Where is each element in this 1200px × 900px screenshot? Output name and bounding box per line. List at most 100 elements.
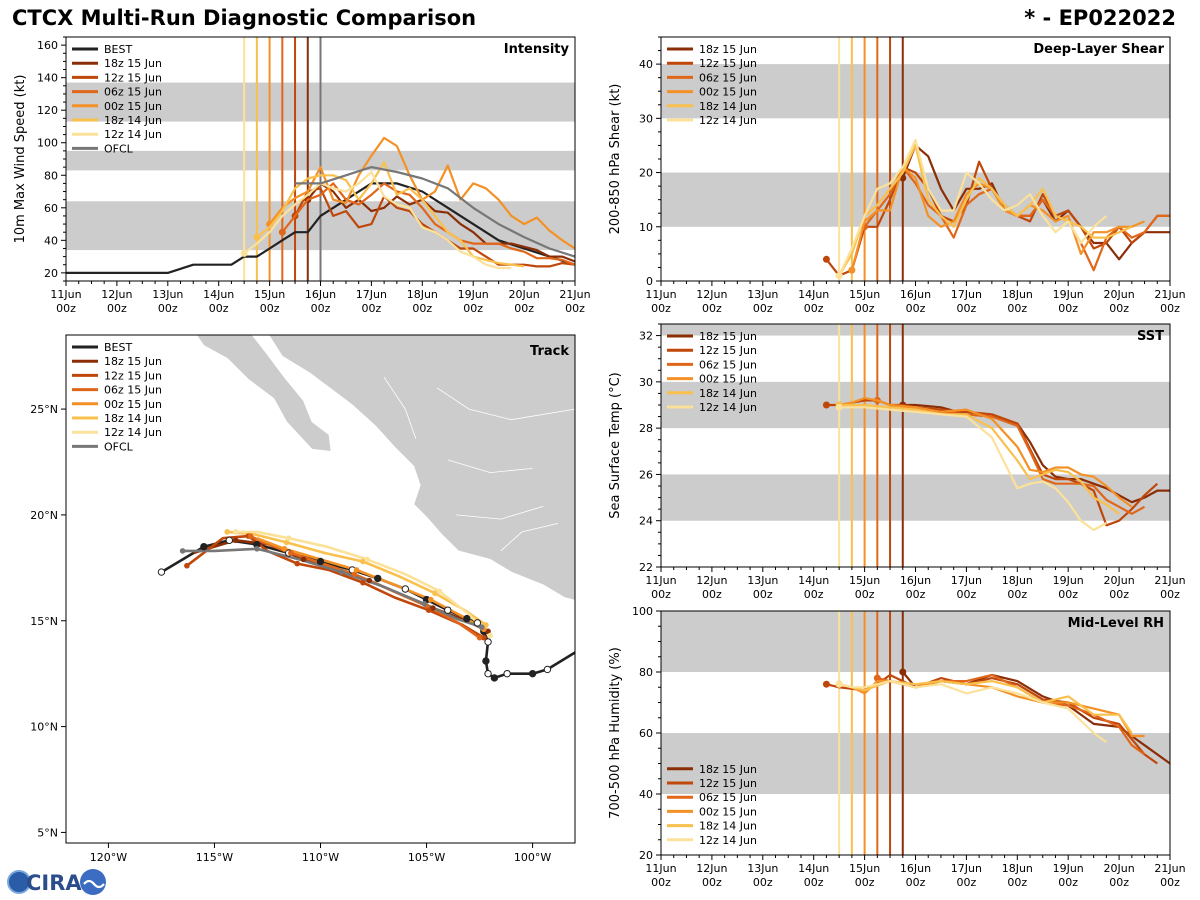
sst-xtick-hour: 00z (702, 588, 722, 601)
shear-xtick-day: 21Jun (1154, 288, 1185, 301)
intensity-start-point-18z-14-jun (253, 233, 261, 241)
state-border-1 (447, 459, 533, 474)
intensity-xtick-hour: 00z (158, 302, 178, 315)
legend-label-ofcl: OFCL (104, 440, 134, 453)
track-point-12z-14-jun (232, 529, 239, 535)
shear-xtick-day: 18Jun (1002, 288, 1033, 301)
shear-start-point-12z-15-jun (822, 255, 830, 263)
sst-xtick-hour: 00z (804, 588, 824, 601)
intensity-start-point-12z-14-jun (240, 249, 248, 257)
legend-label-12z-15-jun: 12z 15 Jun (699, 777, 757, 790)
sst-ytick-label: 32 (639, 330, 653, 343)
legend-label-18z-15-jun: 18z 15 Jun (104, 355, 162, 368)
track-point-18z-15-jun (300, 556, 307, 563)
shear-xtick-hour: 00z (957, 302, 977, 315)
rh-ytick-label: 100 (632, 605, 653, 618)
intensity-xtick-day: 18Jun (407, 288, 438, 301)
sst-xtick-day: 12Jun (696, 574, 727, 587)
sst-xtick-hour: 00z (1109, 588, 1129, 601)
rh-panel-label: Mid-Level RH (1068, 616, 1164, 631)
legend-label-06z-15-jun: 06z 15 Jun (699, 71, 757, 84)
sst-panel-label: SST (1137, 329, 1164, 344)
track-point-12z-15-jun (481, 634, 487, 641)
intensity-ytick-label: 40 (44, 234, 58, 247)
intensity-xtick-hour: 00z (514, 302, 534, 315)
rh-xtick-hour: 00z (855, 876, 875, 889)
rh-xtick-day: 19Jun (1053, 862, 1084, 875)
track-xtick-label: 105°W (408, 851, 445, 864)
rh-xtick-hour: 00z (906, 876, 926, 889)
shear-xtick-hour: 00z (804, 302, 824, 315)
best-track-point (484, 669, 492, 678)
sst-xtick-day: 16Jun (900, 574, 931, 587)
intensity-series-best (66, 182, 576, 274)
shear-xtick-hour: 00z (1058, 302, 1078, 315)
sst-xtick-day: 20Jun (1104, 574, 1135, 587)
shear-xtick-day: 20Jun (1104, 288, 1135, 301)
shear-xtick-hour: 00z (1160, 302, 1180, 315)
track-point-18z-14-jun (432, 590, 438, 597)
rh-xtick-hour: 00z (1160, 876, 1180, 889)
rh-start-point-12z-14-jun (835, 680, 843, 688)
legend-label-06z-15-jun: 06z 15 Jun (104, 384, 162, 397)
track-point-18z-15-jun (430, 605, 436, 611)
mainland-landmass (268, 335, 575, 601)
shear-ylabel: 200-850 hPa Shear (kt) (608, 84, 623, 235)
shear-start-point-12z-14-jun (835, 272, 843, 280)
track-ytick-label: 5°N (37, 826, 58, 839)
sst-xtick-day: 13Jun (747, 574, 778, 587)
intensity-series-18z-15-jun (306, 182, 576, 263)
track-panel-label: Track (530, 344, 569, 359)
intensity-xtick-hour: 00z (311, 302, 331, 315)
legend-label-00z-15-jun: 00z 15 Jun (104, 100, 162, 113)
legend-label-best: BEST (104, 43, 132, 56)
shear-xtick-hour: 00z (855, 302, 875, 315)
track-xtick-label: 100°W (514, 851, 551, 864)
track-point-12z-14-jun (487, 632, 493, 639)
best-track-point (543, 665, 552, 674)
track-point-12z-14-jun (436, 588, 443, 594)
best-track-point (444, 606, 452, 614)
rh-band-1 (661, 611, 1170, 672)
intensity-xtick-hour: 00z (412, 302, 432, 315)
sst-ylabel: Sea Surface Temp (°C) (608, 372, 623, 519)
rh-xtick-hour: 00z (804, 876, 824, 889)
sst-band-2 (661, 324, 1170, 336)
state-border-2 (456, 506, 544, 520)
shear-ytick-label: 20 (639, 167, 653, 180)
intensity-ytick-label: 160 (37, 39, 58, 52)
rh-xtick-day: 12Jun (696, 862, 727, 875)
best-track-point (482, 657, 490, 665)
track-ofcl (182, 547, 483, 629)
legend-label-ofcl: OFCL (104, 142, 134, 155)
sst-xtick-hour: 00z (906, 588, 926, 601)
shear-series-12z-14-jun (838, 138, 1108, 277)
cira-logo-wave-icon (83, 879, 105, 889)
best-track-point (490, 674, 499, 682)
sst-start-point-12z-14-jun (835, 403, 843, 411)
track-point-06z-15-jun (288, 550, 294, 556)
track-point-12z-14-jun (364, 556, 370, 563)
state-border-0 (436, 387, 575, 421)
intensity-series-ofcl (295, 166, 576, 258)
legend-label-12z-14-jun: 12z 14 Jun (104, 128, 162, 141)
sst-ytick-label: 26 (639, 468, 653, 481)
track-point-12z-15-jun (425, 607, 432, 613)
track-point-18z-15-jun (232, 537, 239, 544)
track-12z-15-jun (186, 534, 485, 639)
intensity-xtick-hour: 00z (362, 302, 382, 315)
rh-ytick-label: 80 (639, 666, 653, 679)
shear-xtick-day: 15Jun (849, 288, 880, 301)
sst-start-point-12z-15-jun (822, 401, 830, 409)
shear-band-1 (661, 64, 1170, 119)
track-point-12z-15-jun (184, 562, 190, 569)
shear-xtick-day: 19Jun (1053, 288, 1084, 301)
sst-series-18z-14-jun (839, 403, 1120, 515)
rh-xtick-hour: 00z (1007, 876, 1027, 889)
legend-label-12z-15-jun: 12z 15 Jun (699, 344, 757, 357)
track-point-ofcl (338, 569, 345, 575)
rh-xtick-day: 13Jun (747, 862, 778, 875)
intensity-panel-label: Intensity (504, 42, 570, 57)
track-point-18z-14-jun (283, 539, 290, 546)
shear-panel-label: Deep-Layer Shear (1033, 42, 1164, 57)
